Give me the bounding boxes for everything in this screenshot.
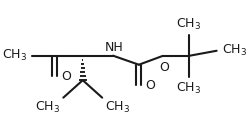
Text: CH$_3$: CH$_3$ (2, 48, 27, 63)
Text: CH$_3$: CH$_3$ (106, 100, 130, 115)
Text: O: O (146, 79, 155, 92)
Text: O: O (61, 70, 71, 83)
Text: CH$_3$: CH$_3$ (176, 17, 201, 32)
Text: O: O (159, 61, 169, 74)
Text: CH$_3$: CH$_3$ (35, 100, 60, 115)
Text: CH$_3$: CH$_3$ (222, 43, 247, 58)
Text: CH$_3$: CH$_3$ (176, 81, 201, 96)
Text: NH: NH (105, 41, 124, 54)
